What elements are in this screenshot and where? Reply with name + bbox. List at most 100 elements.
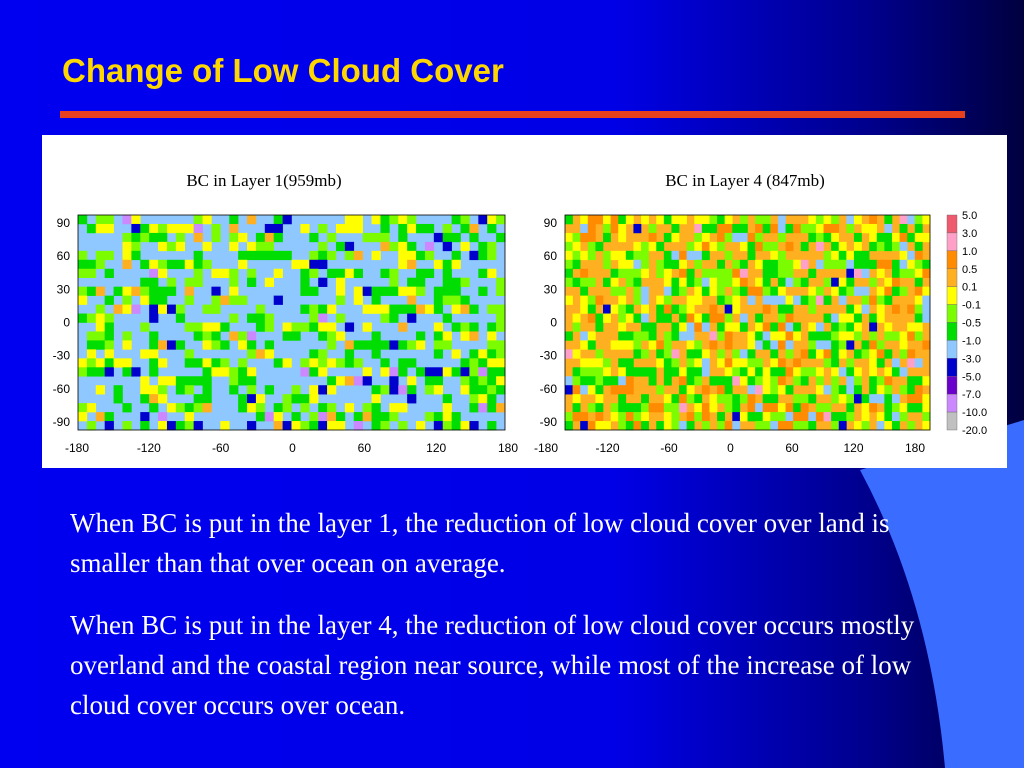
map-cell: [800, 367, 809, 377]
map-cell: [469, 358, 479, 368]
map-cell: [861, 286, 870, 296]
map-cell: [184, 358, 194, 368]
map-cell: [572, 232, 581, 243]
map-cell: [371, 394, 381, 404]
map-cell: [914, 313, 923, 323]
map-cell: [460, 304, 470, 314]
map-cell: [663, 331, 672, 341]
map-cell: [442, 241, 452, 252]
map-cell: [407, 277, 417, 287]
map-cell: [353, 340, 363, 350]
map-cell: [815, 215, 824, 225]
map-cell: [371, 412, 381, 422]
map-cell: [122, 403, 132, 413]
map-cell: [641, 412, 649, 422]
map-cell: [595, 295, 604, 305]
map-cell: [747, 403, 756, 413]
map-cell: [884, 412, 893, 422]
map-cell: [694, 259, 703, 270]
map-cell: [671, 421, 680, 431]
map-cell: [648, 322, 657, 332]
map-cell: [193, 421, 203, 431]
map-cell: [158, 286, 168, 296]
map-cell: [229, 277, 239, 287]
map-cell: [229, 295, 239, 305]
map-cell: [416, 367, 426, 377]
map-cell: [610, 223, 619, 234]
map-cell: [618, 232, 627, 243]
map-cell: [389, 376, 399, 386]
map-cell: [815, 259, 824, 270]
map-cell: [327, 304, 337, 314]
map-cell: [78, 367, 88, 377]
map-cell: [166, 223, 177, 234]
map-cell: [229, 367, 239, 377]
map-cell: [407, 304, 417, 314]
map-cell: [122, 241, 132, 252]
map-cell: [166, 403, 177, 413]
map-cell: [247, 250, 257, 261]
map-cell: [398, 215, 408, 225]
map-cell: [762, 241, 771, 252]
map-cell: [671, 394, 680, 404]
map-cell: [478, 394, 488, 404]
map-cell: [679, 403, 687, 413]
map-cell: [861, 250, 870, 261]
map-cell: [808, 322, 817, 332]
map-cell: [694, 367, 703, 377]
map-cell: [335, 412, 346, 422]
y-tick-label: 90: [57, 216, 71, 230]
map-cell: [777, 322, 786, 332]
map-cell: [671, 232, 680, 243]
map-cell: [407, 385, 417, 395]
map-cell: [808, 421, 817, 431]
map-cell: [694, 403, 703, 413]
map-cell: [899, 250, 908, 261]
map-cell: [407, 286, 417, 296]
map-cell: [755, 412, 764, 422]
map-cell: [580, 358, 589, 368]
map-cell: [451, 286, 461, 296]
map-cell: [433, 376, 444, 386]
x-tick-label: -120: [595, 441, 619, 455]
map-cell: [770, 223, 779, 234]
map-cell: [618, 259, 627, 270]
map-cell: [876, 304, 885, 314]
map-cell: [907, 403, 916, 413]
map-cell: [808, 295, 817, 305]
map-cell: [202, 403, 212, 413]
map-cell: [785, 331, 794, 341]
map-cell: [762, 223, 771, 234]
map-cell: [104, 322, 114, 332]
map-cell: [149, 295, 159, 305]
map-cell: [922, 268, 931, 279]
map-cell: [595, 376, 604, 386]
map-cell: [717, 385, 725, 395]
x-tick-label: 0: [289, 441, 296, 455]
map-cell: [717, 322, 725, 332]
map-cell: [318, 403, 328, 413]
map-cell: [344, 322, 355, 332]
map-cell: [318, 358, 328, 368]
map-cell: [318, 241, 328, 252]
map-cell: [158, 394, 168, 404]
map-cell: [846, 412, 855, 422]
map-cell: [869, 215, 878, 225]
map-cell: [907, 322, 916, 332]
map-cell: [104, 421, 114, 431]
map-cell: [679, 385, 687, 395]
map-cell: [724, 215, 733, 225]
map-cell: [587, 250, 596, 261]
map-cell: [663, 340, 672, 350]
map-cell: [184, 349, 194, 359]
map-cell: [371, 232, 381, 243]
map-cell: [739, 215, 748, 225]
map-cell: [572, 394, 581, 404]
map-cell: [922, 394, 931, 404]
x-tick-label: -120: [137, 441, 161, 455]
map-cell: [380, 358, 390, 368]
map-cell: [732, 349, 741, 359]
map-cell: [565, 241, 573, 252]
map-cell: [469, 376, 479, 386]
map-cell: [460, 295, 470, 305]
